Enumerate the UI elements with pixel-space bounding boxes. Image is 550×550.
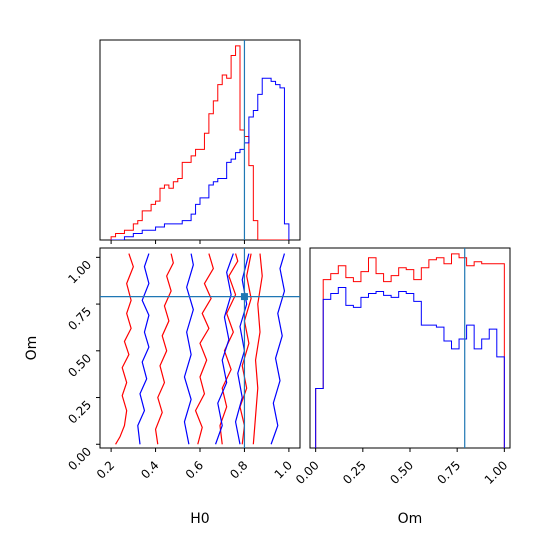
contour-frame bbox=[99, 247, 301, 449]
contour-y-ticks: 0.00 0.25 0.50 0.75 1.00 bbox=[65, 256, 100, 473]
y-axis-label-Om: Om bbox=[24, 336, 40, 361]
hist-Om-xtick-label-4: 0.75 bbox=[434, 458, 463, 487]
panel-hist-H0 bbox=[99, 39, 301, 244]
contour-series-group bbox=[115, 253, 286, 445]
contour-series-1-line-2 bbox=[154, 253, 174, 445]
contour-xtick-label-1: 0.2 bbox=[94, 458, 117, 481]
hist-H0-series-1 bbox=[110, 45, 289, 240]
contour-series-2-line-5 bbox=[270, 253, 286, 445]
panel-contour-H0-Om: 0.2 0.4 0.6 0.8 1.0 0.000.250.500.751.00 H0 … bbox=[24, 247, 301, 527]
hist-H0-series-2 bbox=[111, 77, 290, 240]
truth-point-marker bbox=[240, 293, 248, 301]
x-axis-label-H0: H0 bbox=[190, 511, 209, 527]
contour-series-1-line-6 bbox=[252, 253, 263, 445]
contour-ytick-label-1: 0.00 bbox=[65, 444, 94, 473]
contour-xtick-label-3: 0.6 bbox=[183, 458, 206, 481]
x-axis-label-Om: Om bbox=[398, 511, 423, 527]
hist-Om-xtick-label-2: 0.25 bbox=[340, 458, 369, 487]
hist-H0-series-group bbox=[110, 45, 290, 240]
hist-Om-xtick-label-1: 0.00 bbox=[293, 458, 322, 487]
contour-series-1-line-1 bbox=[115, 253, 134, 445]
hist-Om-xtick-label-5: 1.00 bbox=[482, 458, 511, 487]
hist-Om-series-1 bbox=[315, 253, 505, 448]
contour-ytick-label-2: 0.25 bbox=[65, 398, 94, 427]
contour-series-2-line-2 bbox=[183, 253, 194, 445]
contour-series-2-line-1 bbox=[137, 253, 150, 445]
contour-xtick-label-5: 1.0 bbox=[272, 458, 295, 481]
hist-Om-series-2 bbox=[315, 287, 505, 448]
contour-x-ticks: 0.2 0.4 0.6 0.8 1.0 bbox=[94, 448, 295, 482]
hist-Om-series-group bbox=[315, 253, 505, 448]
panel-hist-Om: 0.00 0.25 0.50 0.75 1.00 Om bbox=[293, 247, 511, 527]
hist-Om-frame bbox=[309, 247, 511, 449]
contour-ytick-label-5: 1.00 bbox=[65, 258, 94, 287]
hist-H0-ticks bbox=[110, 240, 290, 244]
contour-series-1-line-5 bbox=[239, 253, 252, 445]
contour-ytick-label-4: 0.75 bbox=[65, 304, 94, 333]
contour-series-2-line-3 bbox=[214, 253, 234, 445]
hist-Om-xtick-label-3: 0.50 bbox=[387, 458, 416, 487]
hist-H0-frame bbox=[99, 39, 301, 241]
hist-Om-ticks: 0.00 0.25 0.50 0.75 1.00 bbox=[293, 448, 510, 487]
contour-ytick-label-3: 0.50 bbox=[65, 351, 94, 380]
contour-xtick-label-4: 0.8 bbox=[227, 458, 250, 481]
contour-xtick-label-2: 0.4 bbox=[138, 458, 161, 481]
contour-series-1-line-3 bbox=[194, 253, 214, 445]
